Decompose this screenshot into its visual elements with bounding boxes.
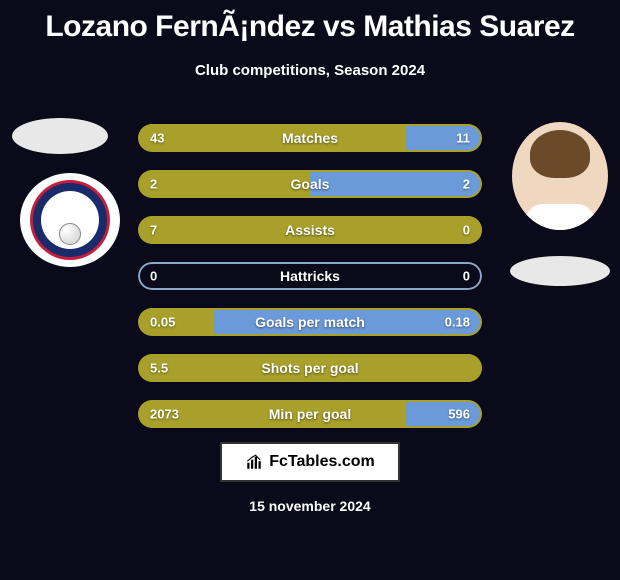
stat-label: Matches xyxy=(282,130,338,146)
stat-label: Goals xyxy=(291,176,330,192)
branding-badge: FcTables.com xyxy=(220,442,400,482)
stat-value-left: 2073 xyxy=(150,407,179,422)
stat-fill-right xyxy=(310,170,482,198)
bar-chart-icon xyxy=(245,453,263,471)
player-right-club-placeholder xyxy=(510,256,610,286)
stat-label: Goals per match xyxy=(255,314,365,330)
player-left-avatar-placeholder xyxy=(12,118,108,154)
branding-text: FcTables.com xyxy=(269,453,375,471)
player-left-club-badge xyxy=(20,173,120,267)
stats-bars-container: 43 11 Matches 2 2 Goals 7 0 Assists 0 0 Hattricks 0.… xyxy=(138,124,482,446)
stat-value-right: 596 xyxy=(448,407,470,422)
stat-row: 2 2 Goals xyxy=(138,170,482,198)
stat-label: Min per goal xyxy=(269,406,351,422)
stat-value-right: 2 xyxy=(463,177,470,192)
stat-value-left: 43 xyxy=(150,131,164,146)
stat-value-left: 2 xyxy=(150,177,157,192)
stat-value-left: 7 xyxy=(150,223,157,238)
stat-row: 0 0 Hattricks xyxy=(138,262,482,290)
stat-row: 7 0 Assists xyxy=(138,216,482,244)
stat-fill-left xyxy=(138,170,310,198)
stat-label: Hattricks xyxy=(280,268,340,284)
stat-label: Shots per goal xyxy=(261,360,358,376)
stat-value-left: 5.5 xyxy=(150,361,168,376)
stat-fill-right xyxy=(406,400,482,428)
stat-row: 5.5 Shots per goal xyxy=(138,354,482,382)
page-title: Lozano FernÃ¡ndez vs Mathias Suarez xyxy=(0,0,620,44)
stat-value-left: 0 xyxy=(150,269,157,284)
page-subtitle: Club competitions, Season 2024 xyxy=(0,62,620,79)
club-badge-icon xyxy=(30,180,110,260)
stat-value-right: 11 xyxy=(456,131,470,146)
player-right-avatar xyxy=(512,122,608,230)
stat-fill-right xyxy=(406,124,482,152)
stat-row: 2073 596 Min per goal xyxy=(138,400,482,428)
stat-label: Assists xyxy=(285,222,335,238)
stat-fill-left xyxy=(138,124,406,152)
stat-value-right: 0 xyxy=(463,223,470,238)
stat-row: 43 11 Matches xyxy=(138,124,482,152)
stat-value-right: 0.18 xyxy=(445,315,470,330)
stat-row: 0.05 0.18 Goals per match xyxy=(138,308,482,336)
date-label: 15 november 2024 xyxy=(0,498,620,514)
stat-value-left: 0.05 xyxy=(150,315,175,330)
stat-value-right: 0 xyxy=(463,269,470,284)
